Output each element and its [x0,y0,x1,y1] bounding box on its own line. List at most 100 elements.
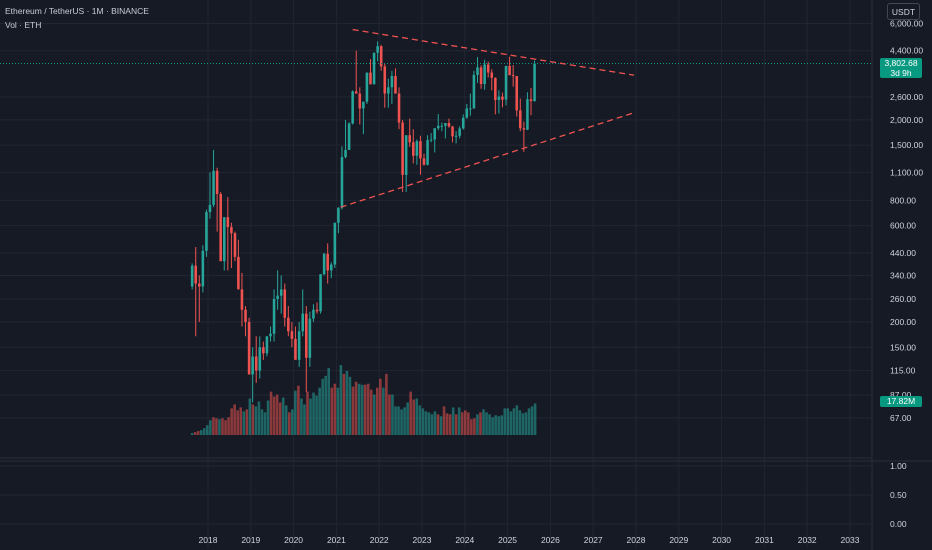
volume-legend: Vol · ETH [5,20,42,30]
candle-body [254,356,258,371]
price-tick-label: 600.00 [890,221,916,231]
candle-body [426,140,429,165]
candle-body [201,250,205,287]
candle-body [383,66,387,94]
candle-body [501,96,504,100]
volume-bar [533,403,537,435]
time-tick-label: 2023 [413,535,432,545]
volume-bar [497,416,500,435]
triangle-trendlines [0,28,872,208]
volume-bar [309,398,312,435]
volume-bar [503,408,507,435]
candle-body [412,142,415,156]
candle-body [429,139,433,141]
candle-body [472,74,476,109]
price-tick-label: 260.00 [890,294,916,304]
volume-bar [506,408,510,435]
volume-bar [500,415,503,435]
candle-body [247,322,251,375]
candle-body [415,141,419,156]
candle-body [354,91,358,94]
candle-body [372,52,376,85]
candle-body [226,217,230,228]
currency-button[interactable]: USDT [887,3,920,20]
candle-body [237,256,240,290]
candle-body [279,289,283,296]
time-tick-label: 2020 [284,535,303,545]
candle-body [319,274,322,312]
volume-bar [385,373,388,435]
volume-bar [518,410,522,435]
volume-bar [382,387,385,435]
candle-body [394,75,397,94]
candle-body [190,265,194,287]
time-tick-label: 2021 [327,535,346,545]
time-tick-label: 2024 [455,535,474,545]
volume-bar [460,412,464,435]
volume-bar [297,385,300,435]
price-axis[interactable]: 6,000.00 4,400.00 2,600.00 2,000.00 1,500.00… [890,19,923,424]
candle-body [397,93,401,123]
volume-bar [212,417,215,435]
volume-bar [300,398,303,435]
candle-body [533,63,536,102]
price-tick-label: 1,100.00 [890,167,923,177]
indicator-pane-axis: 1.00 0.50 0.00 [0,461,907,529]
candle-body [494,77,497,100]
candle-body [265,336,269,354]
volume-bar [424,411,428,435]
volume-bar [524,412,528,435]
candle-body [511,75,515,77]
candle-body [401,122,404,175]
price-tick-label: 115.00 [890,366,916,376]
candle-body [276,295,279,299]
volume-bar [218,419,221,435]
candle-body [351,91,354,124]
volume-bar [412,399,415,435]
volume-bar [248,398,252,435]
volume-bar [409,391,412,435]
volume-bar [530,406,534,435]
volume-bar [445,413,449,435]
candle-body [522,128,526,130]
candle-body [526,99,529,130]
volume-bar [242,411,246,435]
volume-bar [291,409,294,435]
volume-bar [394,406,397,435]
volume-bar [315,395,318,435]
volume-bar [515,405,519,435]
volume-bar [215,418,218,435]
candle-body [312,309,315,319]
candle-body [404,135,408,175]
volume-bar [470,419,473,435]
volume-bar [318,387,321,435]
candle-body [315,309,319,312]
candle-body [365,72,369,102]
volume-bar [339,365,343,435]
candle-body [433,128,436,140]
candle-body [529,99,533,102]
volume-bar [442,406,446,435]
candle-body [476,67,479,75]
volume-bar [278,402,282,435]
last-price-value: 3,802.68 [884,58,918,68]
candle-body [262,347,265,354]
indicator-tick-label: 0.50 [890,490,907,500]
candle-body [240,289,244,310]
candle-body [222,217,226,262]
candle-body [283,289,287,318]
volume-bar [388,394,391,435]
volume-bar [203,428,206,435]
candle-body [244,309,247,323]
candle-body [233,233,237,257]
volume-bar [457,407,461,435]
volume-bar [354,381,358,435]
volume-bar [512,408,516,435]
volume-bar [403,407,406,435]
candle-body [205,212,208,251]
volume-bar [333,383,337,435]
candle-body [301,313,305,332]
time-axis[interactable]: 2018 2019 2020 2021 2022 2023 2024 2025 2026 2027… [199,535,860,545]
volume-bar [436,414,440,435]
